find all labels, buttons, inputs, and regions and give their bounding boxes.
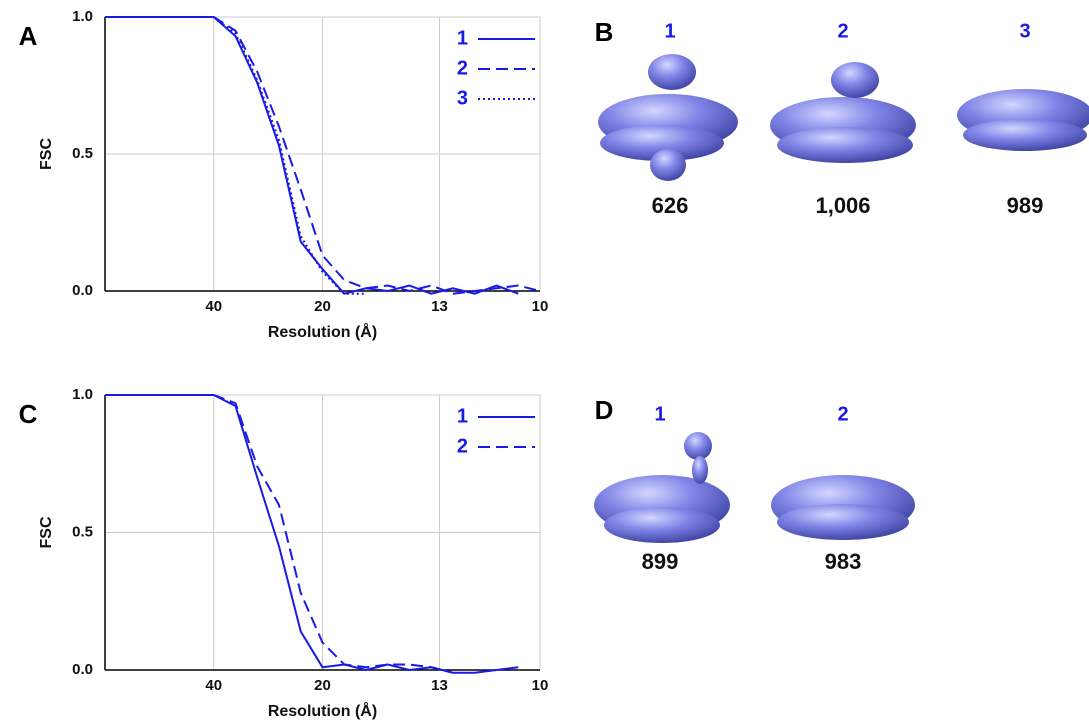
legend-label: 3 [457, 87, 468, 109]
x-axis-label: Resolution (Å) [268, 701, 377, 720]
map-label: 3 [1019, 20, 1030, 42]
x-tick-label: 20 [314, 677, 331, 694]
particle-count: 626 [652, 193, 689, 218]
figure: B 1 2 3 626 1,006 989 D 1 2 899 983 A 0.0 0.5 1.0 40 20 1… [0, 0, 1089, 720]
y-axis-label: FSC [38, 138, 55, 170]
x-tick-label: 20 [314, 298, 331, 315]
x-axis-label: Resolution (Å) [268, 322, 377, 341]
density-map [594, 432, 730, 543]
density-map [770, 62, 916, 163]
x-tick-label: 10 [532, 298, 549, 315]
fsc-curve [105, 395, 453, 673]
legend-label: 1 [457, 27, 468, 49]
y-tick-label: 0.0 [72, 282, 93, 299]
density-map [771, 475, 915, 540]
panel-label: B [595, 17, 614, 47]
particle-count: 989 [1007, 193, 1044, 218]
panel-label: C [19, 399, 38, 429]
y-tick-label: 0.5 [72, 145, 93, 162]
map-label: 2 [837, 403, 848, 425]
y-axis-label: FSC [38, 516, 55, 548]
panel-label: A [19, 21, 38, 51]
x-tick-label: 13 [431, 677, 448, 694]
density-map [598, 54, 738, 181]
y-tick-label: 0.5 [72, 523, 93, 540]
particle-count: 983 [825, 549, 862, 574]
particle-count: 899 [642, 549, 679, 574]
x-tick-label: 40 [205, 677, 222, 694]
panel-label: D [595, 395, 614, 425]
particle-count: 1,006 [815, 193, 870, 218]
legend-label: 2 [457, 57, 468, 79]
map-label: 1 [654, 403, 665, 425]
x-tick-label: 40 [205, 298, 222, 315]
y-tick-label: 1.0 [72, 386, 93, 403]
x-tick-label: 13 [431, 298, 448, 315]
map-label: 2 [837, 20, 848, 42]
x-tick-label: 10 [532, 677, 549, 694]
fsc-curve [105, 17, 366, 294]
legend-label: 1 [457, 405, 468, 427]
legend-label: 2 [457, 435, 468, 457]
map-label: 1 [664, 20, 675, 42]
y-tick-label: 0.0 [72, 661, 93, 678]
y-tick-label: 1.0 [72, 8, 93, 25]
density-map [957, 89, 1089, 151]
